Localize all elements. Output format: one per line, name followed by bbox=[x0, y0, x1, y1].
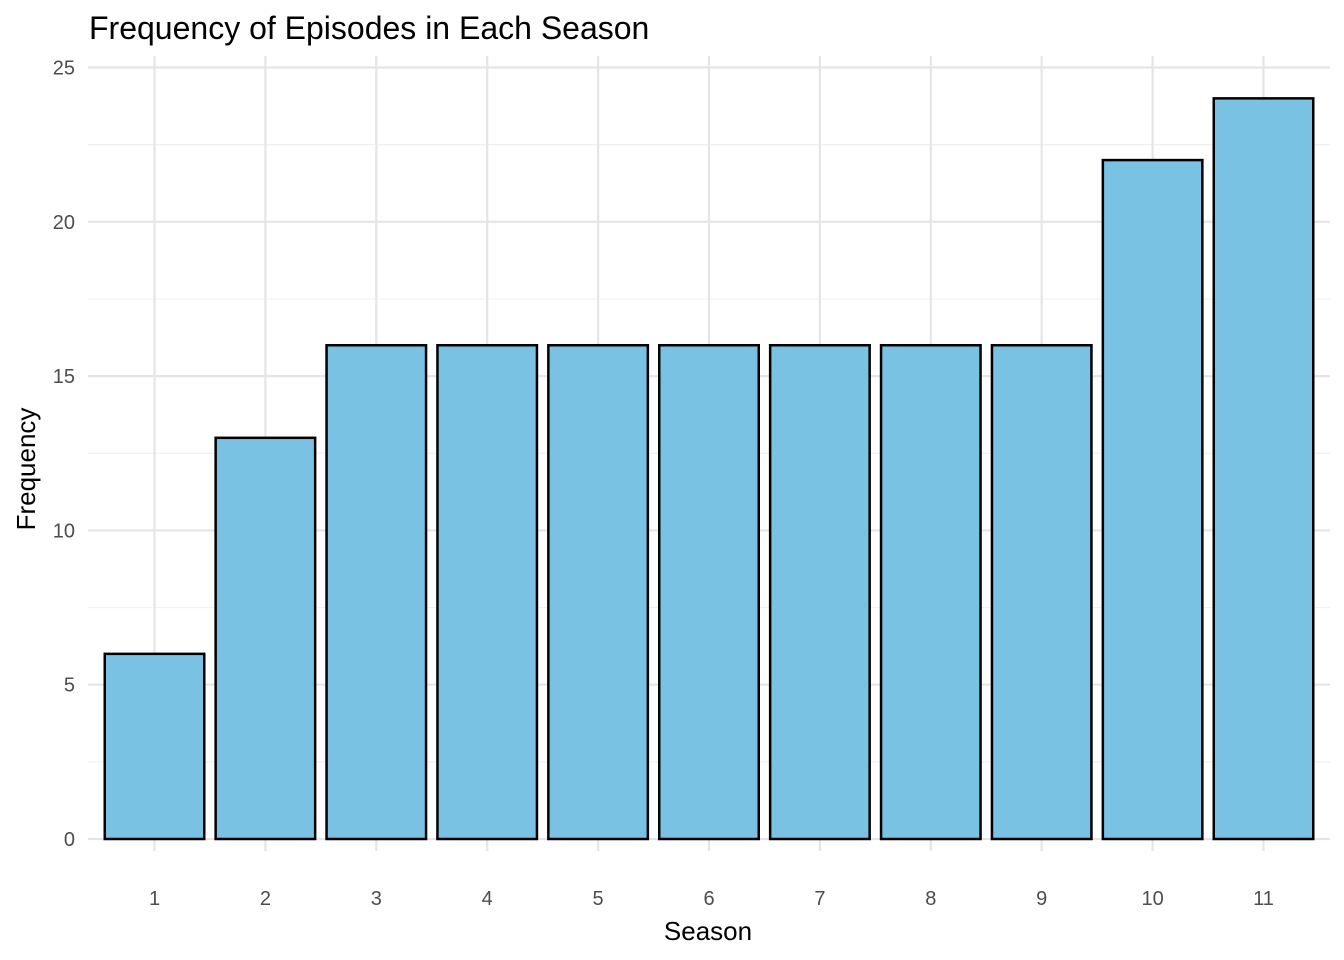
bar-season-4 bbox=[436, 343, 539, 841]
x-tick-label: 4 bbox=[482, 888, 493, 910]
x-tick-label: 3 bbox=[371, 888, 382, 910]
x-tick-label: 6 bbox=[703, 888, 714, 910]
bar-season-1 bbox=[103, 652, 206, 841]
y-tick-label: 25 bbox=[53, 58, 75, 80]
x-tick-label: 7 bbox=[814, 888, 825, 910]
bar-season-3 bbox=[325, 343, 428, 841]
bar-season-2 bbox=[214, 436, 317, 841]
x-tick-label: 9 bbox=[1036, 888, 1047, 910]
chart-title: Frequency of Episodes in Each Season bbox=[89, 10, 649, 46]
bar-season-9 bbox=[990, 343, 1093, 841]
x-axis-title: Season bbox=[664, 916, 752, 946]
y-tick-label: 5 bbox=[64, 675, 75, 697]
x-tick-label: 10 bbox=[1141, 888, 1163, 910]
bar-season-10 bbox=[1101, 158, 1204, 841]
bar-season-11 bbox=[1212, 97, 1315, 841]
x-tick-label: 2 bbox=[260, 888, 271, 910]
x-tick-label: 8 bbox=[925, 888, 936, 910]
bar-season-6 bbox=[658, 343, 760, 841]
x-axis-tick-labels: 1 2 3 4 5 6 7 8 9 10 11 bbox=[149, 888, 1274, 910]
y-axis-tick-labels: 0 5 10 15 20 25 bbox=[53, 58, 75, 852]
y-axis-title: Frequency bbox=[11, 408, 41, 531]
y-tick-label: 15 bbox=[53, 366, 75, 388]
x-tick-label: 1 bbox=[149, 888, 160, 910]
bar-season-8 bbox=[879, 343, 982, 841]
x-tick-label: 11 bbox=[1253, 888, 1274, 910]
x-tick-label: 5 bbox=[593, 888, 604, 910]
bar-season-7 bbox=[768, 343, 871, 841]
y-tick-label: 10 bbox=[53, 520, 75, 542]
y-tick-label: 20 bbox=[53, 212, 75, 234]
bar-season-5 bbox=[547, 343, 650, 841]
bars bbox=[103, 97, 1315, 841]
y-tick-label: 0 bbox=[64, 829, 75, 851]
